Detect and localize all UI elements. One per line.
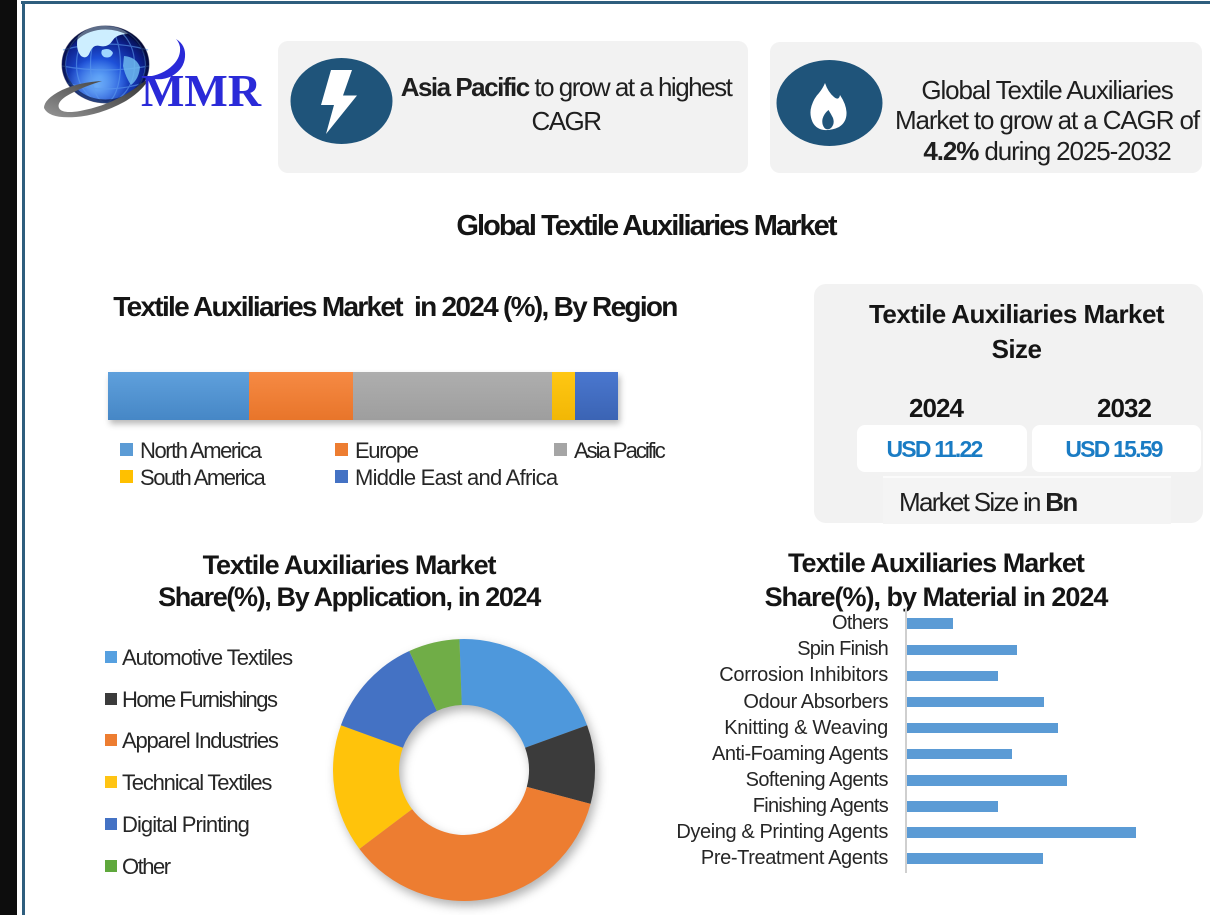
svg-text:MMR: MMR [141,65,262,116]
